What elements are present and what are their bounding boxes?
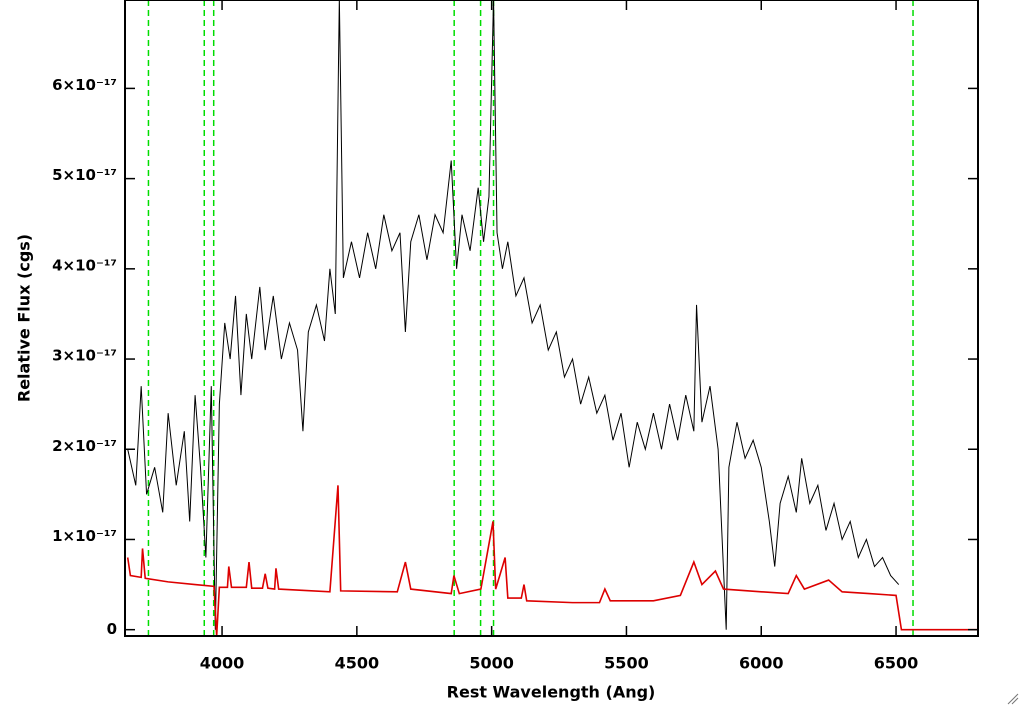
y-tick-label: 4×10⁻¹⁷: [52, 256, 117, 274]
x-tick-label: 4500: [335, 654, 380, 673]
y-tick-label: 2×10⁻¹⁷: [52, 437, 117, 455]
resize-grip: [1007, 693, 1019, 705]
x-tick-label: 5000: [469, 654, 514, 673]
spectrum-line: [126, 485, 977, 637]
x-tick-label: 4000: [200, 654, 245, 673]
x-axis-label: Rest Wavelength (Ang): [447, 683, 656, 702]
spectrum-line: [127, 0, 900, 630]
axes-frame: [124, 0, 979, 637]
y-tick-label: 0: [107, 620, 117, 638]
y-tick-label: 3×10⁻¹⁷: [52, 347, 117, 365]
y-tick-label: 1×10⁻¹⁷: [52, 527, 117, 545]
x-tick-label: 6500: [874, 654, 919, 673]
y-axis-label: Relative Flux (cgs): [15, 234, 34, 402]
x-tick-label: 6000: [739, 654, 784, 673]
y-tick-label: 5×10⁻¹⁷: [52, 166, 117, 184]
plot-area: [126, 0, 977, 637]
x-tick-label: 5500: [604, 654, 649, 673]
y-tick-label: 6×10⁻¹⁷: [52, 76, 117, 94]
